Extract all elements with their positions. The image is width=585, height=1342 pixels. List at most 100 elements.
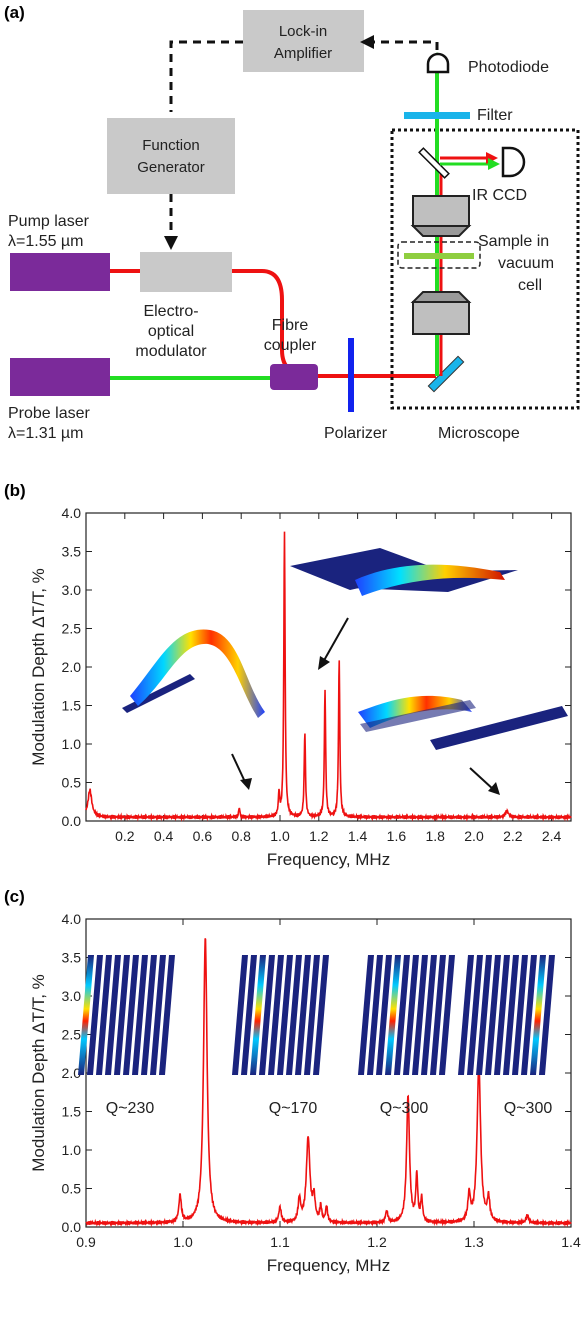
mode-beam <box>295 955 311 1075</box>
lockin-label-1: Lock-in <box>279 23 327 40</box>
x-tick-label: 1.2 <box>367 1234 387 1250</box>
x-tick-label: 1.2 <box>309 828 329 844</box>
mode-inset-c-2 <box>232 955 329 1075</box>
photodiode-label: Photodiode <box>468 59 549 76</box>
mode-beam <box>539 955 555 1075</box>
mode-beam <box>150 955 166 1075</box>
coupler-label-1: Fibre <box>272 317 309 334</box>
mode-beam <box>232 955 248 1075</box>
y-axis-label: Modulation Depth ΔT/T, % <box>29 974 48 1172</box>
mode-beam <box>259 955 275 1075</box>
q-label-4: Q~300 <box>504 1100 553 1117</box>
sample-label-2: vacuum <box>498 255 554 272</box>
mirror <box>427 355 465 393</box>
mode-inset-c-3 <box>358 955 455 1075</box>
ir-ccd-label: IR CCD <box>472 187 527 204</box>
mode-beam <box>439 955 455 1075</box>
vacuum-cell <box>397 241 481 269</box>
mode-beam <box>485 955 501 1075</box>
arrowhead-b3-icon <box>488 782 500 795</box>
mode-beam <box>458 955 474 1075</box>
filter-label: Filter <box>477 107 513 124</box>
x-tick-label: 0.9 <box>76 1234 96 1250</box>
filter-plate <box>404 112 470 119</box>
y-axis-label: Modulation Depth ΔT/T, % <box>29 568 48 766</box>
lockin-amplifier-box: Lock-in Amplifier <box>243 10 364 72</box>
x-tick-label: 1.4 <box>561 1234 581 1250</box>
mode-inset-1 <box>122 629 265 718</box>
arrowhead-lockin-icon <box>360 35 374 49</box>
mode-beam <box>87 955 103 1075</box>
sample-plate <box>404 253 474 259</box>
microscope-label: Microscope <box>438 425 520 442</box>
series-line-b <box>85 531 572 822</box>
mode-beam <box>521 955 537 1075</box>
modulator-label-2: optical <box>148 323 194 340</box>
beam-splitter <box>418 147 450 179</box>
panel-label-a: (a) <box>4 3 25 22</box>
y-tick-label: 1.0 <box>62 1142 82 1158</box>
mode-beam <box>430 955 446 1075</box>
x-tick-label: 0.4 <box>154 828 174 844</box>
mode-beam <box>467 955 483 1075</box>
mode-beam <box>286 955 302 1075</box>
fibre-coupler-box <box>270 364 318 390</box>
x-tick-label: 0.6 <box>193 828 213 844</box>
modulator-label-1: Electro- <box>143 303 198 320</box>
y-tick-label: 0.5 <box>62 1181 82 1197</box>
mode-beam <box>313 955 329 1075</box>
lockin-label-2: Amplifier <box>274 45 332 62</box>
y-tick-label: 0.0 <box>62 813 82 829</box>
objective-top <box>410 195 472 237</box>
function-generator-box: Function Generator <box>107 118 235 194</box>
y-tick-label: 3.5 <box>62 544 82 560</box>
y-tick-label: 1.5 <box>62 698 82 714</box>
panel-label-c: (c) <box>4 887 25 906</box>
signal-lines <box>169 40 439 240</box>
mode-beam <box>512 955 528 1075</box>
mode-beam <box>123 955 139 1075</box>
photodiode-icon <box>426 52 450 74</box>
x-axis-label: Frequency, MHz <box>267 850 390 869</box>
mode-beam <box>277 955 293 1075</box>
pump-laser-box <box>10 253 110 291</box>
function-generator-label-1: Function <box>142 137 200 154</box>
y-tick-label: 0.5 <box>62 775 82 791</box>
arrow-b1 <box>321 617 349 665</box>
photodiode-to-lockin-line <box>372 40 439 50</box>
mode-beam <box>268 955 284 1075</box>
arrow-b3 <box>469 767 495 791</box>
mode-beam <box>412 955 428 1075</box>
x-tick-label: 1.3 <box>464 1234 484 1250</box>
mode-beam <box>394 955 410 1075</box>
mode-beam <box>476 955 492 1075</box>
mode-inset-3 <box>358 695 568 750</box>
lockin-to-generator-line <box>169 40 243 112</box>
x-axis-label: Frequency, MHz <box>267 1256 390 1275</box>
coupler-label-2: coupler <box>264 337 317 354</box>
mode-beam <box>78 955 94 1075</box>
chart-c: 0.0 0.5 1.0 1.5 2.0 2.5 3.0 3.5 4.0 0.9 1.0 1.1 1.2 1… <box>29 911 581 1275</box>
arrowhead-b1-icon <box>318 656 330 670</box>
function-generator-label-2: Generator <box>137 159 205 176</box>
arrowhead-b2-icon <box>240 778 252 790</box>
ir-ccd-icon <box>501 146 526 178</box>
mode-beam <box>141 955 157 1075</box>
series-line-c <box>85 938 572 1228</box>
mode-beam <box>304 955 320 1075</box>
x-tick-label: 0.8 <box>231 828 251 844</box>
polarizer-label: Polarizer <box>324 425 388 442</box>
y-tick-label: 2.0 <box>62 659 82 675</box>
x-tick-label: 1.6 <box>387 828 407 844</box>
probe-laser-label: Probe laser <box>8 405 90 422</box>
mode-inset-2 <box>290 548 518 596</box>
x-tick-label: 1.4 <box>348 828 368 844</box>
q-label-3: Q~300 <box>380 1100 429 1117</box>
y-tick-label: 4.0 <box>62 505 82 521</box>
probe-laser-wavelength: λ=1.31 µm <box>8 425 83 442</box>
mode-beam <box>385 955 401 1075</box>
mode-inset-c-1 <box>78 955 175 1075</box>
objective-bottom <box>410 291 472 335</box>
sample-label-3: cell <box>518 277 542 294</box>
mode-beam <box>132 955 148 1075</box>
